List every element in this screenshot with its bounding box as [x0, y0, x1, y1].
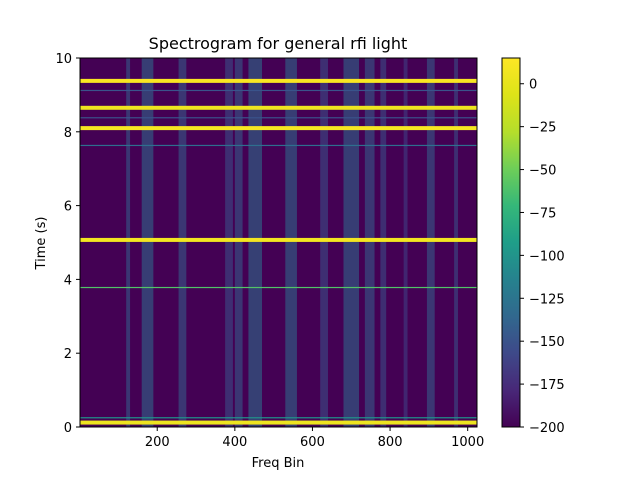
freq-activity-region [426, 58, 435, 427]
freq-activity-region [178, 58, 187, 427]
y-tick-label: 2 [64, 347, 72, 362]
rfi-band [80, 420, 477, 425]
colorbar-tick-label: −175 [529, 378, 565, 393]
colorbar-tick-label: 0 [529, 78, 537, 93]
freq-activity-region [234, 58, 243, 427]
rfi-band [80, 417, 477, 419]
y-tick-label: 0 [64, 421, 72, 436]
colorbar-tick-label: −25 [529, 121, 556, 136]
freq-activity-region [364, 58, 375, 427]
colorbar-tick-label: −75 [529, 206, 556, 221]
rfi-band [80, 105, 477, 110]
freq-activity-region [225, 58, 233, 427]
colorbar-tick-label: −100 [529, 249, 565, 264]
freq-activity-region [141, 58, 154, 427]
rfi-band [80, 78, 477, 83]
freq-activity-region [126, 58, 131, 427]
freq-activity-region [380, 58, 387, 427]
colorbar: 0 −25 −50 −75 −100 −125 −150 −175 −200 [501, 57, 565, 436]
colorbar-tick-label: −50 [529, 164, 556, 179]
plot-frame [79, 57, 478, 428]
freq-activity-region [454, 58, 458, 427]
freq-activity-region [343, 58, 360, 427]
rfi-band [80, 89, 477, 92]
colorbar-gradient [501, 57, 521, 428]
x-tick-label: 400 [222, 435, 247, 450]
freq-activity-region [248, 58, 263, 427]
rfi-band [80, 286, 477, 289]
y-tick-label: 6 [64, 200, 72, 215]
plot-background [80, 58, 477, 427]
x-tick-label: 600 [300, 435, 325, 450]
rfi-band [80, 237, 477, 242]
rfi-band [80, 117, 477, 119]
x-axis-label: Freq Bin [252, 456, 305, 471]
rfi-band [80, 126, 477, 131]
freq-activity-region [285, 58, 297, 427]
x-tick-label: 800 [378, 435, 403, 450]
colorbar-tick-label: −200 [529, 421, 565, 436]
freq-activity-region [403, 58, 408, 427]
colorbar-tick-label: −150 [529, 335, 565, 350]
rfi-band [80, 144, 477, 147]
y-tick-label: 4 [64, 273, 72, 288]
x-tick-label: 1000 [451, 435, 484, 450]
y-tick-label: 8 [64, 126, 72, 141]
y-axis-label: Time (s) [34, 217, 49, 271]
x-tick-label: 200 [145, 435, 170, 450]
freq-activity-region [320, 58, 328, 427]
chart-title: Spectrogram for general rfi light [149, 34, 408, 53]
y-tick-label: 10 [55, 52, 72, 67]
colorbar-tick-label: −125 [529, 292, 565, 307]
plot-area [79, 57, 478, 428]
